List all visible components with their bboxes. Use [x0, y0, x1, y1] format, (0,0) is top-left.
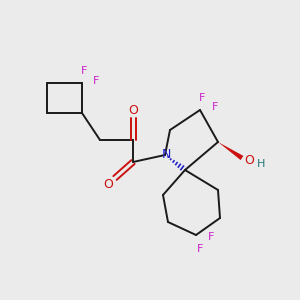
Text: O: O: [244, 154, 254, 166]
Text: O: O: [103, 178, 113, 190]
Text: H: H: [257, 159, 265, 169]
Text: O: O: [128, 103, 138, 116]
Text: F: F: [212, 102, 218, 112]
Text: F: F: [197, 244, 203, 254]
Text: F: F: [93, 76, 99, 86]
Text: N: N: [161, 148, 171, 160]
Text: F: F: [81, 66, 87, 76]
Polygon shape: [218, 142, 243, 160]
Text: F: F: [199, 93, 205, 103]
Text: F: F: [208, 232, 214, 242]
